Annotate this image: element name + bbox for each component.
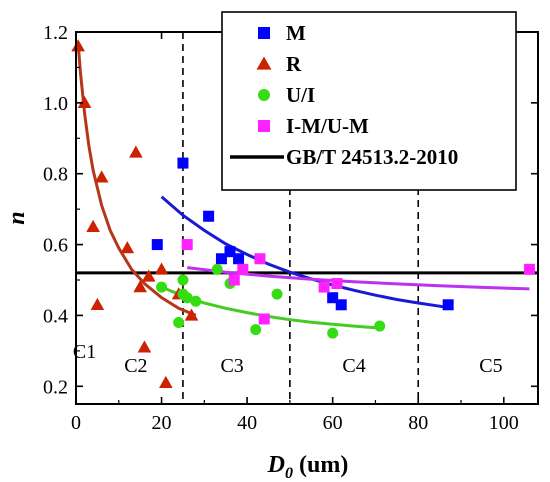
data-point-u-i <box>156 281 168 293</box>
data-point-u-i <box>250 324 262 336</box>
y-axis-title: n <box>4 211 30 224</box>
data-point-u-i <box>181 292 193 304</box>
data-point-r <box>133 280 147 293</box>
axes: 0 20 40 60 80 100 0.2 0.4 0.6 0.8 1.0 1.2 <box>43 22 539 434</box>
region-label: C5 <box>479 355 502 377</box>
region-label: C4 <box>342 355 365 377</box>
y-tick-label: 0.4 <box>43 305 68 327</box>
data-point-r <box>137 340 152 353</box>
data-point-r <box>129 145 143 158</box>
data-point-r <box>184 308 199 321</box>
x-axis-title: D0 (um) <box>267 452 349 482</box>
data-point-m <box>442 299 454 311</box>
data-points <box>71 39 535 388</box>
legend-box <box>221 11 517 191</box>
legend-marker <box>258 120 270 132</box>
data-point-i-m-u-m <box>331 278 343 290</box>
x-tick-label: 0 <box>71 412 81 434</box>
data-point-m <box>215 253 227 265</box>
legend-label: GB/T 24513.2-2010 <box>286 145 458 169</box>
data-point-i-m-u-m <box>228 274 240 286</box>
data-point-u-i <box>271 288 283 300</box>
region-label: C1 <box>73 341 96 363</box>
legend-marker <box>258 27 270 39</box>
legend-label: R <box>286 52 302 76</box>
data-point-u-i <box>173 317 185 329</box>
x-axis-title-sub: 0 <box>285 465 293 482</box>
axis-titles: D0 (um) n <box>4 211 348 482</box>
data-point-u-i <box>211 263 223 275</box>
data-point-m <box>151 239 163 251</box>
data-point-u-i <box>190 295 202 307</box>
legend-label: I-M/U-M <box>286 114 369 138</box>
data-point-r <box>120 241 135 254</box>
y-tick-label: 0.6 <box>43 235 68 257</box>
data-point-m <box>177 157 189 169</box>
data-point-r <box>94 170 109 183</box>
y-tick-label: 1.0 <box>43 93 68 115</box>
y-tick-label: 1.2 <box>43 22 68 44</box>
data-point-m <box>335 299 347 311</box>
data-point-m <box>233 253 245 265</box>
region-label: C2 <box>124 355 147 377</box>
legend: MR U/I I-M/U-M GB/T 24513.2-2010 <box>221 11 517 191</box>
legend-marker <box>256 56 272 70</box>
data-point-i-m-u-m <box>181 239 193 251</box>
data-point-r <box>71 39 85 52</box>
data-point-i-m-u-m <box>523 263 535 275</box>
data-point-r <box>90 297 105 310</box>
data-point-u-i <box>374 320 386 332</box>
x-tick-label: 20 <box>152 412 172 434</box>
data-point-r <box>141 269 156 282</box>
fit-curve-r <box>76 42 197 317</box>
data-point-r <box>159 375 173 388</box>
legend-label: U/I <box>286 83 315 107</box>
data-point-r <box>86 219 100 233</box>
data-point-u-i <box>177 274 189 286</box>
data-point-i-m-u-m <box>258 313 270 325</box>
legend-label: M <box>286 21 306 45</box>
data-point-r <box>77 95 92 109</box>
data-point-i-m-u-m <box>237 263 249 275</box>
data-point-m <box>224 246 236 258</box>
data-point-r <box>154 262 169 275</box>
y-tick-label: 0.8 <box>43 164 68 186</box>
x-tick-label: 40 <box>237 412 257 434</box>
legend-marker <box>258 89 270 101</box>
region-label: C3 <box>220 355 243 377</box>
y-tick-label: 0.2 <box>43 376 68 398</box>
x-axis-title-main: D <box>267 452 285 478</box>
x-tick-label: 80 <box>408 412 428 434</box>
data-point-m <box>327 292 339 304</box>
data-point-m <box>203 210 215 222</box>
x-tick-label: 60 <box>323 412 343 434</box>
x-axis-title-unit: (um) <box>293 452 348 478</box>
data-point-i-m-u-m <box>318 281 330 293</box>
data-point-u-i <box>327 327 339 339</box>
x-tick-label: 100 <box>489 412 519 434</box>
data-point-i-m-u-m <box>254 253 266 265</box>
